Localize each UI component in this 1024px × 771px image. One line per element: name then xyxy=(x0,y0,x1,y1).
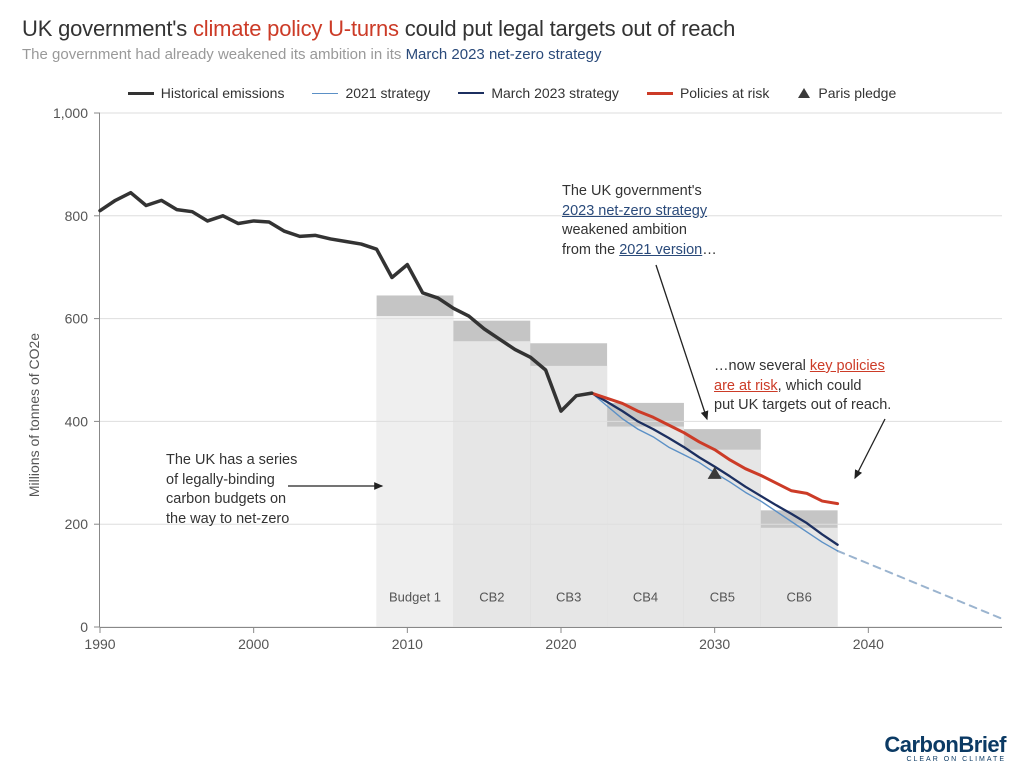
x-tick-label: 2010 xyxy=(392,636,423,652)
subtitle-pre: The government had already weakened its … xyxy=(22,46,406,63)
legend: Historical emissions 2021 strategy March 2… xyxy=(22,85,1002,101)
y-axis-label: Millions of tonnes of CO2e xyxy=(26,333,42,497)
legend-item: March 2023 strategy xyxy=(458,85,619,101)
line-netzero-dash xyxy=(838,551,1002,627)
title-accent: climate policy U-turns xyxy=(193,16,399,41)
x-tick-label: 1990 xyxy=(84,636,115,652)
legend-item: 2021 strategy xyxy=(312,85,430,101)
annotation-weakened: The UK government's2023 net-zero strateg… xyxy=(562,182,717,260)
budget-label: CB2 xyxy=(479,589,504,604)
budget-label: CB5 xyxy=(710,589,735,604)
y-tick-label: 400 xyxy=(65,413,89,429)
chart-subtitle: The government had already weakened its … xyxy=(22,46,1002,63)
y-tick-label: 600 xyxy=(65,311,89,327)
budget-bar-inner xyxy=(377,316,454,627)
chart-title: UK government's climate policy U-turns c… xyxy=(22,16,1002,42)
budget-label: CB3 xyxy=(556,589,581,604)
x-tick-label: 2030 xyxy=(699,636,730,652)
budget-label: CB6 xyxy=(787,589,812,604)
credit-sub: CLEAR ON CLIMATE xyxy=(884,756,1006,763)
budget-bar-inner xyxy=(761,528,838,627)
annotation-atrisk: …now several key policiesare at risk, wh… xyxy=(714,357,891,416)
y-tick-label: 0 xyxy=(80,619,88,635)
source-credit: CarbonBrief CLEAR ON CLIMATE xyxy=(884,732,1006,763)
budget-label: Budget 1 xyxy=(389,589,441,604)
legend-item: Historical emissions xyxy=(128,85,285,101)
x-tick-label: 2020 xyxy=(545,636,576,652)
budget-bar-inner xyxy=(453,341,530,627)
x-tick-label: 2000 xyxy=(238,636,269,652)
y-tick-label: 200 xyxy=(65,516,89,532)
legend-item: Policies at risk xyxy=(647,85,769,101)
y-tick-label: 1,000 xyxy=(53,107,88,121)
chart-area: Millions of tonnes of CO2e Budget 1 CB2 CB… xyxy=(22,107,1002,707)
credit-main: CarbonBrief xyxy=(884,732,1006,757)
legend-item: Paris pledge xyxy=(797,85,896,101)
y-tick-label: 800 xyxy=(65,208,89,224)
title-pre: UK government's xyxy=(22,16,193,41)
x-tick-label: 2040 xyxy=(853,636,884,652)
budget-label: CB4 xyxy=(633,589,658,604)
subtitle-link: March 2023 net-zero strategy xyxy=(406,46,602,63)
annotation-budgets: The UK has a seriesof legally-bindingcar… xyxy=(166,451,297,529)
title-post: could put legal targets out of reach xyxy=(399,16,735,41)
annotation-arrow xyxy=(855,419,885,478)
annotation-arrow xyxy=(656,265,707,419)
